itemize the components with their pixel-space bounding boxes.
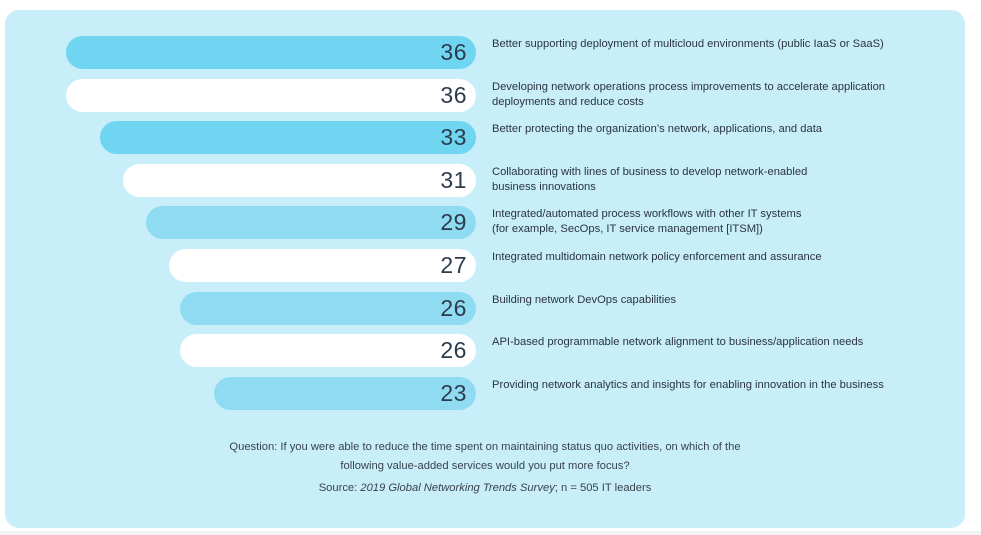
category-label: Better supporting deployment of multiclo… [492, 38, 884, 50]
bar-9: 23 [214, 376, 476, 410]
bottom-strip [0, 531, 981, 535]
category-label: Providing network analytics and insights… [492, 378, 884, 391]
category-label: Building network DevOps capabilities [492, 293, 677, 306]
bar-value-label: 29 [440, 209, 467, 236]
bar-value-label: 36 [440, 81, 467, 108]
bar-value-label: 27 [440, 252, 467, 278]
bar-4: 31 [122, 163, 476, 197]
bar-7: 26 [179, 291, 476, 325]
bar-5: 29 [145, 206, 476, 240]
bar-6: 27 [168, 249, 476, 282]
bar-value-label: 23 [440, 379, 467, 406]
source-prefix: Source: [318, 482, 361, 494]
survey-source: Source: 2019 Global Networking Trends Su… [160, 481, 810, 496]
category-label: Integrated/automated process workflows w… [492, 208, 802, 236]
category-label: API-based programmable network alignment… [492, 336, 864, 349]
bar-value-label: 26 [440, 337, 467, 364]
survey-question: Question: If you were able to reduce the… [229, 441, 741, 472]
bar-2: 36 [66, 78, 476, 112]
bar-value-label: 36 [440, 39, 467, 65]
category-label: Integrated multidomain network policy en… [492, 251, 822, 263]
category-label: Developing network operations process im… [492, 80, 886, 108]
bar-value-label: 31 [440, 166, 467, 193]
bar-value-label: 26 [440, 294, 467, 321]
source-title: 2019 Global Networking Trends Survey [360, 482, 555, 494]
bar-value-label: 33 [440, 124, 467, 151]
bar-1: 36 [66, 36, 476, 69]
bar-3: 33 [100, 121, 476, 155]
source-suffix: ; n = 505 IT leaders [554, 482, 652, 494]
category-label: Better protecting the organization’s net… [492, 123, 823, 136]
bar-8: 26 [179, 334, 476, 368]
category-label: Collaborating with lines of business to … [492, 165, 808, 193]
